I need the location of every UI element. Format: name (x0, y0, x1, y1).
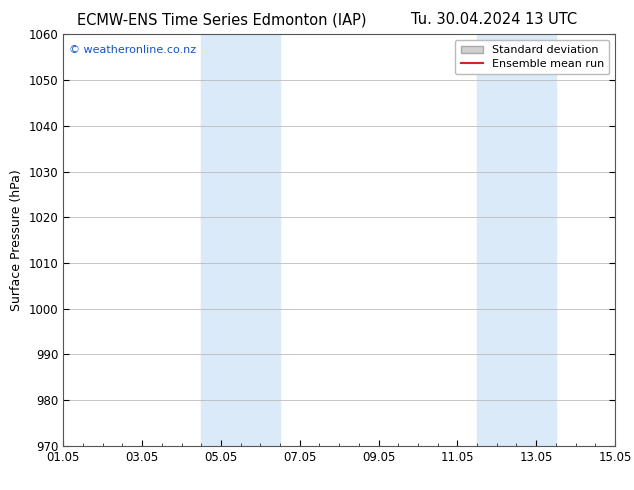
Legend: Standard deviation, Ensemble mean run: Standard deviation, Ensemble mean run (455, 40, 609, 74)
Text: Tu. 30.04.2024 13 UTC: Tu. 30.04.2024 13 UTC (411, 12, 578, 27)
Y-axis label: Surface Pressure (hPa): Surface Pressure (hPa) (10, 169, 23, 311)
Bar (202, 34, 280, 446)
Text: ECMW-ENS Time Series Edmonton (IAP): ECMW-ENS Time Series Edmonton (IAP) (77, 12, 366, 27)
Text: © weatheronline.co.nz: © weatheronline.co.nz (69, 45, 196, 54)
Bar (477, 34, 556, 446)
